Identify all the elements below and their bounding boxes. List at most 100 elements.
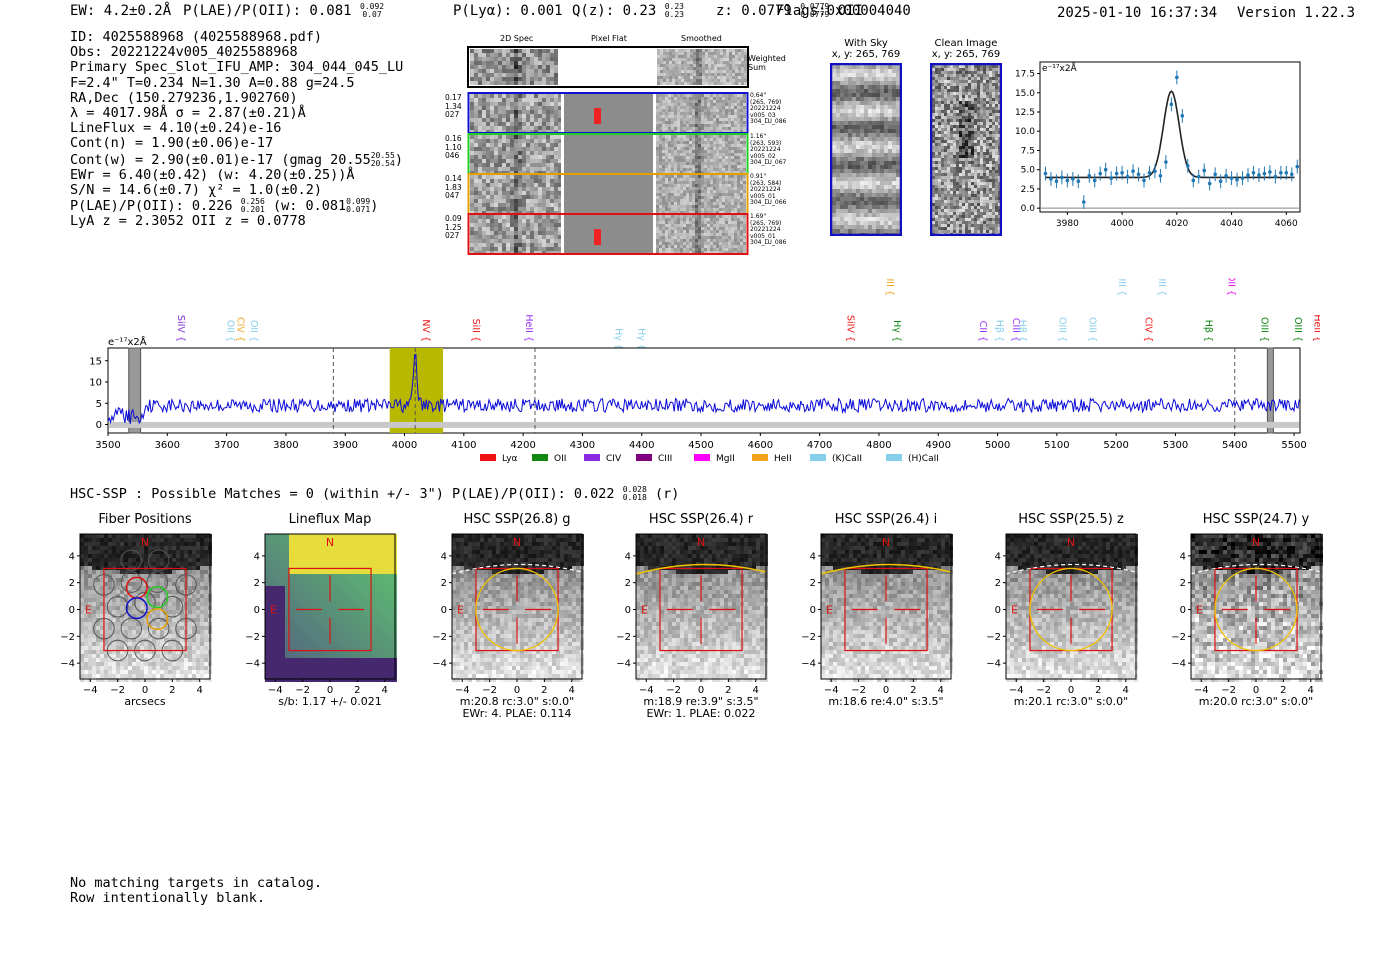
hsc-y-tick-label: 0: [254, 605, 260, 616]
zoom-y-tick-label: 0.0: [1021, 204, 1036, 214]
hsc-y-tick-label: 4: [810, 551, 816, 562]
hsc-panel-title: HSC SSP(26.4) r: [648, 512, 754, 527]
cutout-row-right-value: (263, 593): [750, 139, 782, 147]
cutout-row-left-value: 027: [445, 231, 460, 240]
col-header-2dspec: 2D Spec: [500, 34, 534, 43]
hsc-x-tick-label: 0: [1068, 685, 1074, 696]
header-qz-hi: 0.23: [664, 2, 684, 11]
zoom-data-point: [1202, 168, 1207, 173]
info-lines: ID: 4025588968 (4025588968.pdf) Obs: 2022…: [70, 29, 450, 152]
spectrum-x-tick-label: 4100: [451, 440, 476, 451]
spectral-line-label: OIII {: [1259, 317, 1270, 342]
cutout-row-right-value: v005_03: [750, 111, 776, 119]
zoom-x-tick-label: 4040: [1220, 219, 1243, 229]
spectrum-x-tick-label: 4000: [392, 440, 417, 451]
hsc-y-tick-label: 2: [995, 578, 1001, 589]
hsc-panel-caption: m:18.6 re:4.0" s:3.5": [791, 696, 981, 708]
hsc-panel-caption-line: m:18.6 re:4.0" s:3.5": [828, 695, 944, 708]
header-qz-lo: 0.23: [664, 10, 684, 19]
hsc-panel-pixels: [1006, 534, 1138, 682]
spectrum-legend-label: CIV: [606, 454, 622, 463]
header-z-line: OII: [837, 3, 863, 19]
zoom-data-point: [1229, 176, 1234, 180]
hsc-panel-image: N E −4 −4 −2 −2 0 0 2 2 4 4: [1171, 533, 1323, 696]
zoom-data-point: [1109, 176, 1113, 180]
info-line: Obs: 20221224v005_4025588968: [70, 44, 298, 61]
cutout-row-right-value: 0.91": [750, 173, 767, 180]
cutout-row-smoothed: [656, 94, 746, 133]
hsc-panel-title: HSC SSP(24.7) y: [1202, 512, 1310, 527]
ellipse-arc: [1190, 563, 1322, 575]
spectral-line-label: HeII {: [1312, 314, 1320, 342]
zoom-data-point: [1060, 175, 1064, 180]
spectrum-x-tick-label: 3800: [273, 440, 298, 451]
cutout-row-2dspec: [470, 135, 562, 175]
hsc-x-tick-label: 4: [197, 685, 203, 696]
spectral-line-label: OIII {: [1156, 278, 1167, 296]
cutout-row-right-value: 1.16": [750, 133, 767, 140]
fiber-circle: [147, 549, 170, 571]
spectrum-legend-entry: MgII: [694, 454, 735, 463]
compass-n: N: [326, 536, 334, 549]
spectrum-legend-label: (K)CaII: [832, 454, 862, 463]
cutout-row-right-label: 1.69" (265, 769) 20221224 v005_01 304_LU_086: [750, 213, 786, 247]
hsc-panel-caption-line: EWr: 4. PLAE: 0.114: [462, 707, 572, 720]
hsc-x-tick-label: −2: [482, 685, 497, 696]
hsc-y-tick-label: 2: [810, 578, 816, 589]
zoom-data-point: [1191, 178, 1196, 183]
hsc-x-tick-label: −4: [455, 685, 470, 696]
spectrum-x-tick-label: 3600: [155, 440, 180, 451]
aperture-box: [659, 567, 743, 652]
hsc-y-tick-label: 0: [441, 605, 447, 616]
hsc-summary: HSC-SSP : Possible Matches = 0 (within +…: [70, 486, 679, 503]
cutout-row-right-value: (265, 769): [750, 219, 782, 227]
cutout-row-right-value: 304_LU_066: [750, 199, 787, 206]
cutout-row-left-label: 0.14 1.83 047: [445, 174, 462, 201]
cutout-row-right-value: 1.69": [750, 213, 767, 220]
aperture-circle: [475, 567, 559, 652]
info-plae-label: P(LAE)/P(OII): 0.226: [70, 198, 233, 215]
spectral-line-label: SiIV {: [844, 315, 855, 342]
hsc-panel-title: HSC SSP(26.8) g: [463, 512, 571, 527]
zoom-data-point: [1169, 102, 1174, 107]
cutout-row-right-label: 0.91" (263, 584) 20221224 v005_01 304_LU_066: [750, 173, 787, 207]
with-sky-frame: [830, 63, 902, 236]
spectral-line-label: OIII {: [1057, 317, 1068, 342]
cutout-row-left-value: 0.16: [445, 134, 462, 143]
zoom-data-point: [1092, 178, 1097, 183]
cutout-row-right-value: v005_01: [750, 232, 776, 240]
fiber-circle: [147, 617, 170, 640]
fiber-circle: [120, 571, 143, 593]
zoom-x-tick-label: 4020: [1165, 219, 1188, 229]
spectral-line-label: NV {: [420, 319, 431, 342]
hsc-x-tick-label: 2: [169, 685, 175, 696]
cutout-row-right-value: 20221224: [750, 186, 781, 193]
info-contw-lo: 20.54: [370, 158, 395, 168]
zoom-data-point: [1136, 172, 1141, 177]
hsc-y-tick-label: 4: [254, 551, 260, 562]
hsc-panel-caption: m:18.9 re:3.9" s:3.5" EWr: 1. PLAE: 0.022: [606, 696, 796, 720]
spectrum-x-tick-label: 5100: [1044, 440, 1069, 451]
header-z-hi: 0.0779: [800, 2, 830, 11]
zoom-data-point: [1235, 177, 1239, 182]
hsc-panel-pixels: [1191, 534, 1323, 682]
hsc-x-tick-label: 4: [1123, 685, 1129, 696]
footer-block: No matching targets in catalog. Row inte…: [70, 876, 322, 906]
cutout-row-left-label: 0.16 1.10 046: [445, 134, 462, 161]
spectrum-legend-entry: (K)CaII: [810, 454, 862, 463]
hsc-y-tick-label: 2: [69, 578, 75, 589]
zoom-y-tick-label: 10.0: [1015, 127, 1035, 137]
spectral-line-label: CIII {: [1010, 318, 1021, 342]
cutout-row-right-value: 304_LU_086: [750, 118, 787, 125]
weighted-sum-label: Weighted Sum: [748, 54, 786, 72]
hsc-y-tick-label: 2: [441, 578, 447, 589]
info-plae-hi: 0.256: [240, 197, 265, 207]
spectral-line-label: CIV {: [1143, 317, 1154, 342]
spectral-line-label: OIII {: [1292, 317, 1303, 342]
hsc-y-tick-label: 2: [254, 578, 260, 589]
info-line: ID: 4025588968 (4025588968.pdf): [70, 29, 322, 45]
zoom-data-point: [1131, 169, 1135, 174]
hsc-x-tick-label: −2: [110, 685, 125, 696]
zoom-data-point: [1087, 174, 1092, 178]
zoom-x-tick-label: 3980: [1056, 219, 1079, 229]
